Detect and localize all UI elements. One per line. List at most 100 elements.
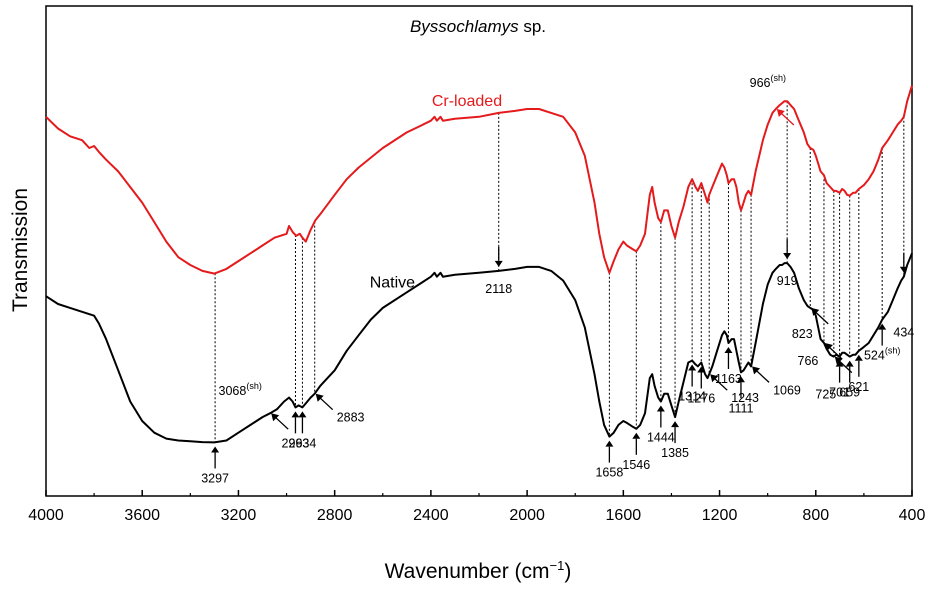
arrow-head bbox=[878, 323, 887, 330]
arrow-line-823 bbox=[813, 310, 829, 325]
peak-label-value: 1658 bbox=[595, 466, 623, 480]
peak-label-value: 1243 bbox=[731, 391, 759, 405]
arrow-head bbox=[291, 411, 300, 418]
x-tick-label: 2000 bbox=[509, 507, 545, 524]
x-tick-label: 2400 bbox=[413, 507, 449, 524]
peak-label-sup: (sh) bbox=[885, 346, 901, 356]
arrow-head bbox=[899, 266, 908, 273]
peak-label-1658: 1658 bbox=[595, 466, 623, 480]
arrow-head bbox=[298, 411, 307, 418]
arrow-head bbox=[671, 421, 680, 428]
peak-label-1163: 1163 bbox=[715, 372, 742, 386]
arrow-head bbox=[494, 260, 503, 267]
x-tick-label: 2800 bbox=[317, 507, 353, 524]
peak-label-value: 434 bbox=[893, 326, 914, 340]
chart-title-italic: Byssochlamys bbox=[410, 17, 519, 36]
peak-label-value: 3068 bbox=[219, 384, 247, 398]
peak-label-3068: 3068(sh) bbox=[219, 381, 262, 398]
peak-label-value: 2118 bbox=[485, 282, 512, 296]
peak-label-value: 1385 bbox=[661, 446, 689, 460]
peak-label-524: 524(sh) bbox=[864, 346, 900, 363]
peak-label-2883: 2883 bbox=[337, 411, 365, 425]
peak-label-value: 1276 bbox=[687, 392, 715, 406]
arrow-head bbox=[211, 446, 220, 453]
series-label-native: Native bbox=[370, 275, 415, 292]
arrow-head bbox=[824, 343, 833, 351]
peak-label-value: 2934 bbox=[289, 436, 317, 450]
arrow-head bbox=[811, 307, 820, 316]
peak-label-value: 1444 bbox=[647, 431, 675, 445]
peak-label-823: 823 bbox=[792, 327, 813, 341]
peak-label-value: 2883 bbox=[337, 411, 365, 425]
x-tick-label: 400 bbox=[899, 507, 926, 524]
peak-label-1444: 1444 bbox=[647, 431, 675, 445]
peak-label-766: 766 bbox=[798, 354, 819, 368]
peak-label-value: 3297 bbox=[201, 471, 229, 485]
arrow-head bbox=[736, 376, 745, 383]
x-tick-label: 1200 bbox=[702, 507, 738, 524]
arrow-head bbox=[605, 440, 614, 447]
arrow-head bbox=[271, 413, 280, 422]
arrow-head bbox=[845, 360, 854, 367]
peak-label-value: 524 bbox=[864, 349, 885, 363]
arrow-head bbox=[710, 374, 719, 383]
peak-label-value: 2963 bbox=[282, 436, 310, 450]
arrow-head bbox=[315, 393, 324, 402]
x-tick-label: 800 bbox=[802, 507, 829, 524]
peak-label-919: 919 bbox=[777, 274, 798, 288]
arrow-head bbox=[776, 109, 785, 117]
peak-label-sup: (sh) bbox=[246, 381, 262, 391]
peak-annotations: Cr-loadedNative32973068(sh)2963293428832… bbox=[201, 73, 914, 485]
series-label-cr_loaded: Cr-loaded bbox=[432, 93, 502, 110]
arrow-head bbox=[834, 356, 843, 365]
peak-label-value: 1111 bbox=[728, 401, 753, 415]
peak-label-value: 966 bbox=[750, 76, 771, 90]
x-tick-label: 4000 bbox=[28, 507, 64, 524]
arrow-head bbox=[854, 354, 863, 361]
arrow-head bbox=[783, 253, 792, 260]
dashed-connectors bbox=[214, 101, 905, 443]
peak-label-1069: 1069 bbox=[773, 383, 801, 397]
peak-label-2963: 2963 bbox=[282, 436, 310, 450]
arrow-head bbox=[656, 405, 665, 412]
arrow-head bbox=[724, 347, 733, 353]
peak-label-966: 966(sh) bbox=[750, 73, 786, 90]
arrow-head bbox=[688, 364, 697, 371]
series-line-cr_loaded bbox=[45, 85, 913, 275]
chart-title-rest: sp. bbox=[519, 17, 546, 36]
arrow-head bbox=[752, 366, 761, 375]
y-axis-label: Transmission bbox=[9, 188, 32, 312]
arrow-line-1069 bbox=[754, 368, 770, 383]
peak-label-1314: 1314 bbox=[678, 390, 706, 404]
peak-label-2118: 2118 bbox=[485, 282, 512, 296]
arrow-line-966 bbox=[779, 111, 795, 126]
peak-label-value: 919 bbox=[777, 274, 798, 288]
peak-label-434: 434 bbox=[893, 326, 914, 340]
peak-label-sup: (sh) bbox=[771, 73, 787, 83]
peak-label-701: 701 bbox=[829, 386, 850, 400]
series-lines bbox=[45, 85, 913, 444]
x-axis-label-main: Wavenumber (cm bbox=[385, 560, 550, 583]
arrow-line-2883 bbox=[318, 396, 334, 411]
peak-label-1243: 1243 bbox=[731, 391, 759, 405]
peak-label-3297: 3297 bbox=[201, 471, 229, 485]
peak-label-value: 1069 bbox=[773, 383, 801, 397]
arrow-head bbox=[835, 360, 844, 367]
peak-label-1546: 1546 bbox=[622, 458, 650, 472]
chart-title: Byssochlamys sp. bbox=[410, 17, 546, 36]
peak-label-value: 621 bbox=[848, 380, 869, 394]
arrow-head bbox=[632, 432, 641, 439]
x-tick-label: 3600 bbox=[124, 507, 160, 524]
peak-label-1111: 1111 bbox=[728, 401, 753, 415]
peak-label-value: 766 bbox=[798, 354, 819, 368]
peak-label-725: 725 bbox=[815, 388, 836, 402]
arrow-head bbox=[697, 366, 706, 373]
peak-label-value: 725 bbox=[815, 388, 836, 402]
x-tick-label: 1600 bbox=[606, 507, 642, 524]
arrow-line-1243 bbox=[712, 376, 728, 391]
series-line-native bbox=[45, 252, 913, 444]
x-axis-label: Wavenumber (cm−1) bbox=[385, 558, 572, 583]
peak-label-659: 659 bbox=[839, 386, 860, 400]
peak-label-2934: 2934 bbox=[289, 436, 317, 450]
